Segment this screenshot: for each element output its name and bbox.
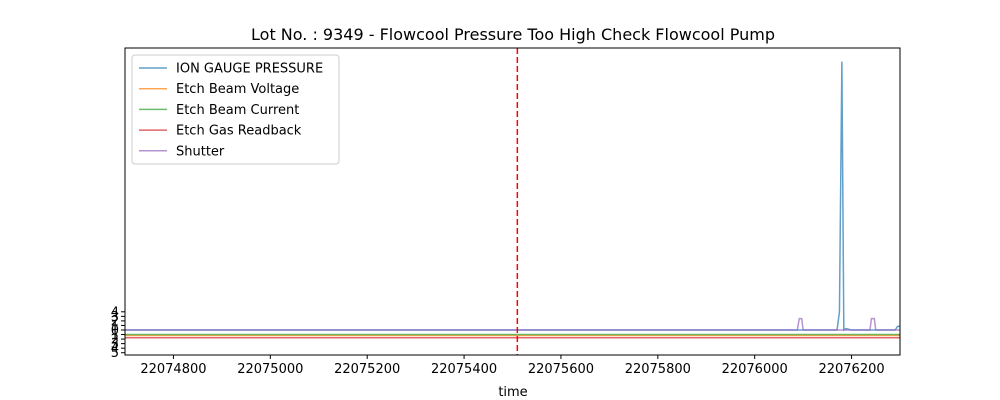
y-tick-label-0: 4	[111, 305, 119, 320]
y-tick-label-1: 3	[111, 310, 119, 325]
x-axis-label: time	[498, 385, 527, 400]
legend-label-3: Etch Gas Readback	[176, 124, 302, 139]
y-tick-label-7: 3	[111, 337, 119, 352]
legend-label-1: Etch Beam Voltage	[176, 82, 299, 97]
x-tick-label-5: 22075800	[625, 362, 691, 377]
legend-label-0: ION GAUGE PRESSURE	[176, 62, 323, 77]
legend: ION GAUGE PRESSURE Etch Beam Voltage Etch …	[131, 54, 340, 165]
series-line-4	[125, 317, 900, 331]
y-tick-label-5: 1	[111, 328, 119, 343]
x-tick-label-1: 22075000	[237, 362, 303, 377]
plot-area: 22074800 22075000 22075200 22075400 22075600…	[111, 47, 901, 377]
x-tick-label-2: 22075200	[334, 362, 400, 377]
legend-box	[131, 54, 340, 165]
legend-label-4: Shutter	[176, 144, 225, 159]
y-tick-label-2: 2	[111, 314, 119, 329]
y-tick-label-3: 1	[111, 319, 119, 334]
y-tick-label-8: 4	[111, 342, 119, 357]
x-tick-label-0: 22074800	[140, 362, 206, 377]
y-tick-label-9: 5	[111, 346, 119, 361]
chart-title: Lot No. : 9349 - Flowcool Pressure Too H…	[251, 25, 775, 44]
x-tick-label-7: 22076200	[818, 362, 884, 377]
x-tick-label-6: 22076000	[722, 362, 788, 377]
y-tick-label-4: 0	[111, 323, 119, 338]
legend-label-2: Etch Beam Current	[176, 103, 299, 118]
x-tick-label-3: 22075400	[431, 362, 497, 377]
y-tick-label-6: 2	[111, 333, 119, 348]
axes-frame	[124, 47, 901, 356]
x-tick-label-4: 22075600	[528, 362, 594, 377]
